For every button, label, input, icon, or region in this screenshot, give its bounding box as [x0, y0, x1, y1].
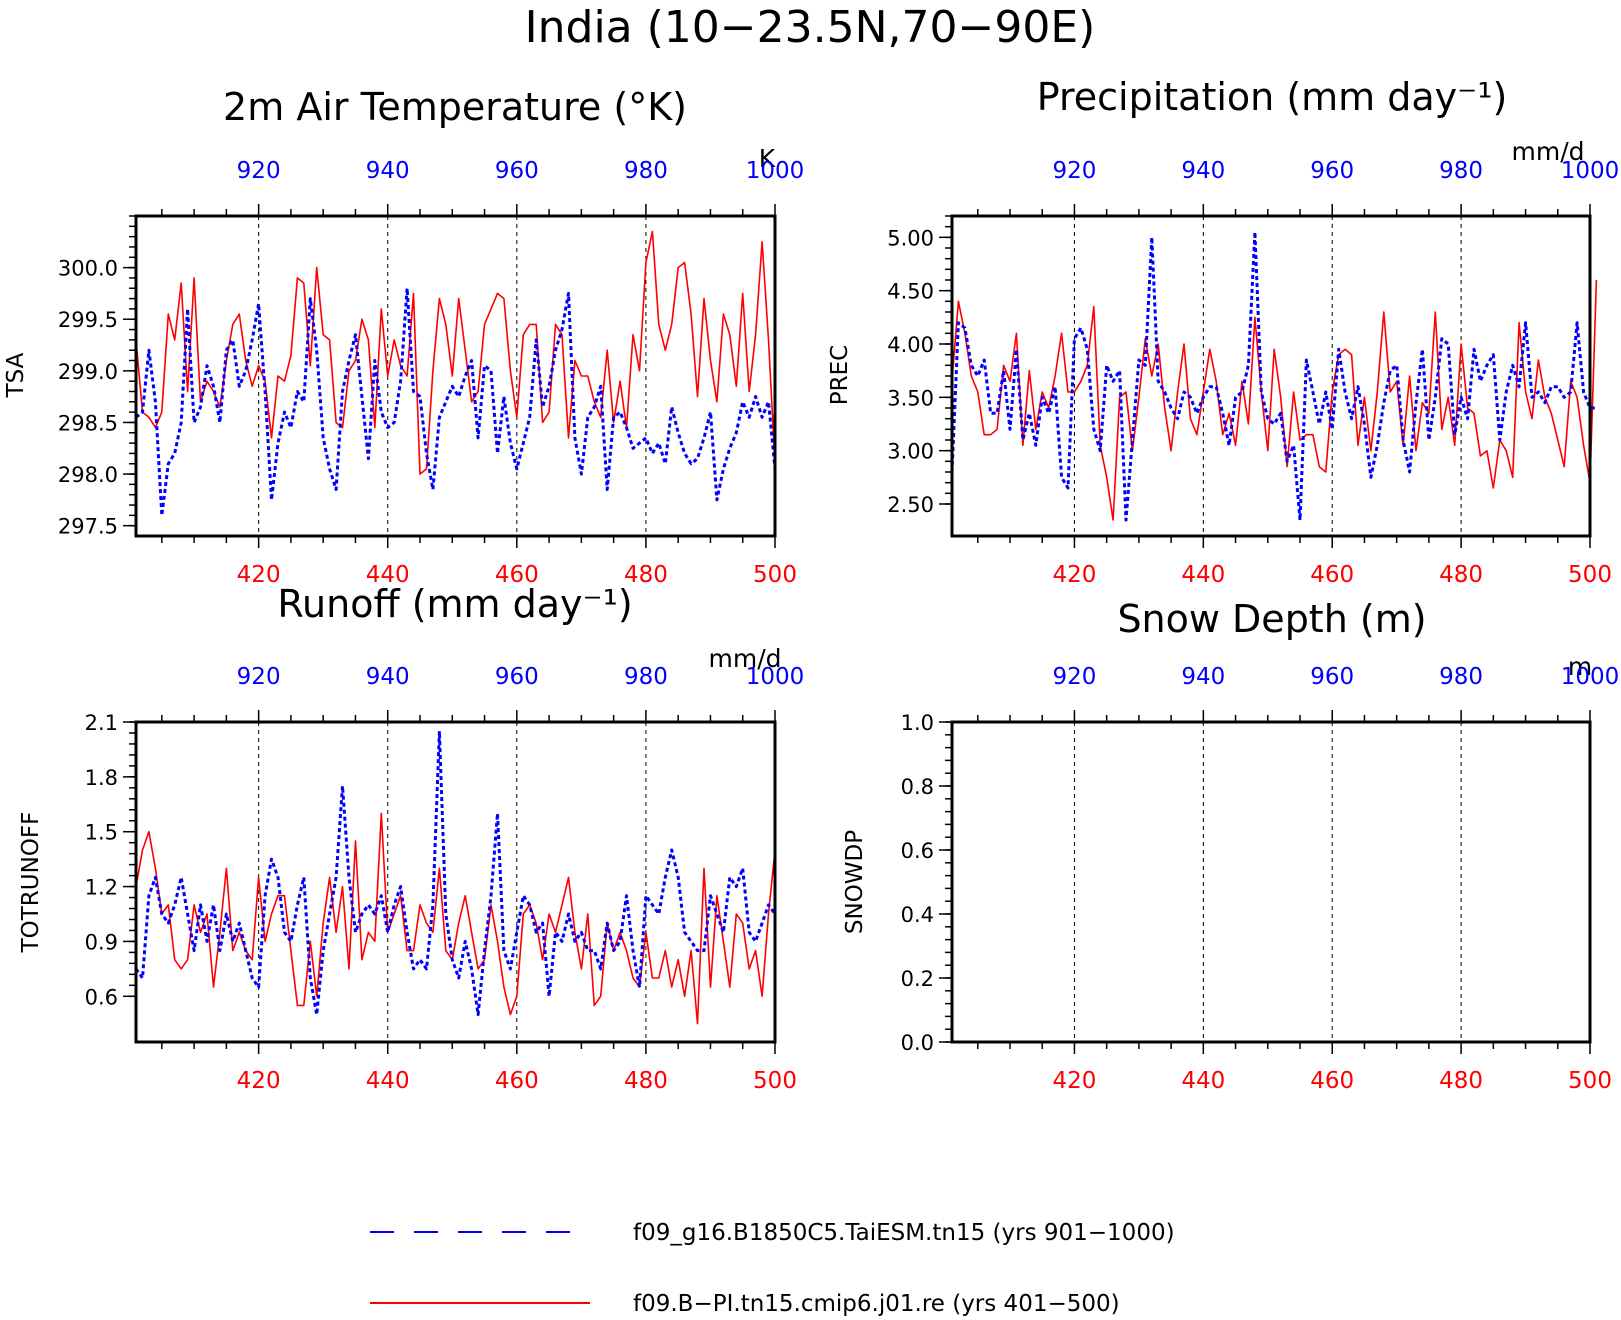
x-tick-label: 420	[1052, 562, 1096, 588]
y-tick-label: 0.4	[901, 903, 934, 927]
x-top-tick-label: 920	[237, 158, 281, 184]
x-top-tick-label: 1000	[1561, 664, 1620, 690]
x-tick-label: 480	[1439, 562, 1483, 588]
x-top-tick-label: 980	[1439, 158, 1483, 184]
panel-title: Precipitation (mm day⁻¹)	[1037, 75, 1508, 119]
x-top-tick-label: 960	[1310, 664, 1354, 690]
panel-title: Runoff (mm day⁻¹)	[277, 582, 632, 626]
unit-label: K	[759, 144, 776, 173]
x-top-tick-label: 960	[495, 664, 539, 690]
x-tick-label: 480	[624, 562, 668, 588]
y-tick-label: 2.50	[887, 493, 934, 517]
x-top-tick-label: 940	[1181, 158, 1225, 184]
x-tick-label: 500	[1568, 562, 1612, 588]
y-tick-label: 0.6	[85, 985, 118, 1009]
plot-frame	[950, 720, 1592, 1044]
series-line-red	[951, 279, 1598, 521]
x-top-tick-label: 960	[1310, 158, 1354, 184]
series-line-blue	[135, 286, 777, 517]
x-tick-label: 440	[366, 562, 410, 588]
x-tick-label: 460	[495, 1068, 539, 1094]
x-tick-label: 440	[1181, 562, 1225, 588]
y-tick-label: 299.0	[58, 360, 118, 384]
y-tick-label: 299.5	[58, 308, 118, 332]
panel-air-temperature: 2m Air Temperature (°K) K TSA 297.5 298.0…	[3, 85, 804, 588]
y-tick-label: 297.5	[58, 515, 118, 539]
x-top-tick-label: 940	[1181, 664, 1225, 690]
x-top-tick-label: 980	[624, 158, 668, 184]
y-tick-label: 5.00	[887, 226, 934, 250]
unit-label: m	[1568, 652, 1592, 681]
y-axis-label: TOTRUNOFF	[18, 812, 44, 954]
x-top-tick-label: 1000	[1561, 158, 1620, 184]
panel-title: 2m Air Temperature (°K)	[223, 85, 687, 129]
y-tick-label: 1.2	[85, 876, 118, 900]
y-tick-label: 2.1	[85, 711, 118, 735]
x-tick-label: 500	[753, 1068, 797, 1094]
y-tick-label: 298.0	[58, 463, 118, 487]
y-tick-label: 298.5	[58, 411, 118, 435]
panel-runoff: Runoff (mm day⁻¹) mm/d TOTRUNOFF 0.6 0.9 1…	[18, 582, 804, 1094]
y-tick-label: 4.00	[887, 333, 934, 357]
y-tick-label: 0.2	[901, 967, 934, 991]
plot-frame	[134, 214, 777, 538]
x-top-tick-label: 940	[366, 158, 410, 184]
x-tick-label: 440	[1181, 1068, 1225, 1094]
x-top-tick-label: 940	[366, 664, 410, 690]
x-tick-label: 420	[1052, 1068, 1096, 1094]
x-top-tick-label: 960	[495, 158, 539, 184]
x-top-tick-label: 1000	[746, 664, 805, 690]
y-tick-label: 1.8	[85, 766, 118, 790]
figure-title: India (10−23.5N,70−90E)	[525, 2, 1096, 53]
y-tick-label: 0.8	[901, 775, 934, 799]
legend: f09_g16.B1850C5.TaiESM.tn15 (yrs 901−100…	[370, 1220, 1175, 1317]
y-tick-label: 1.5	[85, 821, 118, 845]
x-top-tick-label: 920	[1052, 664, 1096, 690]
y-tick-label: 0.6	[901, 839, 934, 863]
unit-label: mm/d	[1512, 137, 1585, 166]
panel-title: Snow Depth (m)	[1117, 597, 1426, 641]
panel-snow-depth: Snow Depth (m) m SNOWDP 0.0 0.2 0.4 0.6 0.8 1…	[842, 597, 1619, 1094]
y-axis-label: TSA	[3, 352, 29, 398]
panel-precipitation: Precipitation (mm day⁻¹) mm/d PREC 2.50 3…	[827, 75, 1619, 588]
x-tick-label: 420	[237, 562, 281, 588]
plot-frame	[134, 720, 777, 1044]
x-tick-label: 440	[366, 1068, 410, 1094]
x-top-tick-label: 920	[237, 664, 281, 690]
x-top-tick-label: 980	[1439, 664, 1483, 690]
x-tick-label: 500	[1568, 1068, 1612, 1094]
series-line-red	[135, 812, 776, 1025]
legend-label: f09.B−PI.tn15.cmip6.j01.re (yrs 401−500)	[633, 1291, 1120, 1317]
series-line-blue	[134, 729, 777, 1017]
series-line-red	[135, 230, 776, 475]
y-tick-label: 300.0	[58, 257, 118, 281]
x-tick-label: 420	[237, 1068, 281, 1094]
x-tick-label: 480	[624, 1068, 668, 1094]
x-top-tick-label: 920	[1052, 158, 1096, 184]
x-tick-label: 460	[495, 562, 539, 588]
unit-label: mm/d	[709, 644, 782, 673]
x-tick-label: 480	[1439, 1068, 1483, 1094]
x-top-tick-label: 980	[624, 664, 668, 690]
y-tick-label: 4.50	[887, 280, 934, 304]
y-axis-label: SNOWDP	[842, 830, 868, 934]
y-tick-label: 1.0	[901, 711, 934, 735]
y-axis-label: PREC	[827, 345, 853, 405]
y-tick-label: 0.0	[901, 1031, 934, 1055]
x-tick-label: 500	[753, 562, 797, 588]
y-tick-label: 3.50	[887, 386, 934, 410]
y-tick-label: 3.00	[887, 440, 934, 464]
y-tick-label: 0.9	[85, 930, 118, 954]
x-tick-label: 460	[1310, 1068, 1354, 1094]
x-top-tick-label: 1000	[746, 158, 805, 184]
legend-label: f09_g16.B1850C5.TaiESM.tn15 (yrs 901−100…	[633, 1220, 1175, 1246]
series-line-blue	[950, 230, 1597, 522]
x-tick-label: 460	[1310, 562, 1354, 588]
